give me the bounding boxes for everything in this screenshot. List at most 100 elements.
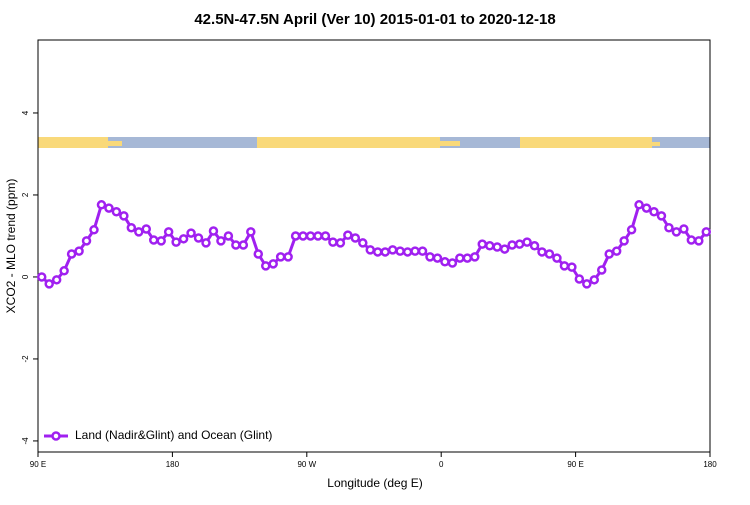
data-point [104, 203, 114, 213]
data-point [223, 231, 234, 241]
data-point [305, 231, 316, 241]
data-point [626, 225, 637, 235]
data-point [619, 236, 629, 246]
data-point [66, 249, 77, 259]
data-point [51, 275, 62, 285]
data-point [343, 230, 353, 240]
data-point [596, 265, 607, 275]
data-point [514, 239, 525, 249]
data-point [529, 241, 540, 251]
data-point [290, 231, 301, 241]
data-point [402, 247, 413, 257]
data-point [567, 262, 577, 272]
data-point [701, 227, 712, 237]
data-point [89, 225, 99, 235]
data-point [417, 246, 428, 256]
data-point [74, 246, 84, 256]
data-point [163, 227, 174, 237]
legend-marker [51, 431, 61, 441]
data-point [440, 257, 450, 267]
data-point [477, 239, 488, 249]
data-point [134, 227, 144, 237]
data-point [231, 240, 241, 250]
data-point [507, 240, 517, 250]
data-point [574, 274, 585, 284]
data-point [335, 238, 346, 248]
data-point [253, 249, 264, 259]
data-point [298, 231, 308, 241]
data-point [395, 246, 405, 256]
land-band [257, 137, 440, 148]
data-point [559, 261, 570, 271]
land-band [38, 137, 108, 148]
data-point [171, 237, 181, 247]
data-point [36, 272, 47, 282]
data-point [425, 252, 435, 262]
data-point [410, 246, 420, 256]
data-point [313, 231, 323, 241]
land-band [440, 141, 460, 146]
legend: Land (Nadir&Glint) and Ocean (Glint) [44, 428, 272, 442]
data-point [537, 247, 547, 257]
data-point [455, 253, 465, 263]
data-point [634, 200, 644, 210]
data-point [671, 227, 682, 237]
legend-label: Land (Nadir&Glint) and Ocean (Glint) [75, 428, 272, 442]
data-point [216, 236, 226, 246]
y-tick-label: -4 [21, 437, 30, 445]
data-point [148, 235, 159, 245]
data-point [641, 203, 652, 213]
land-ocean-band [38, 137, 710, 148]
data-point [679, 224, 689, 234]
land-band [652, 142, 660, 146]
data-point [350, 233, 361, 243]
data-point [260, 261, 271, 271]
data-point [275, 252, 286, 262]
x-axis-label: Longitude (deg E) [327, 476, 422, 490]
data-point [492, 242, 502, 252]
y-tick-label: 4 [21, 110, 30, 115]
x-tick-label: 0 [439, 460, 444, 469]
land-band [108, 141, 122, 146]
data-point [611, 246, 622, 256]
data-point [268, 259, 278, 269]
x-tick-label: 90 E [567, 460, 583, 469]
y-tick-label: 0 [21, 274, 30, 279]
data-point [462, 253, 473, 263]
data-point [320, 231, 331, 241]
data-point [201, 238, 211, 248]
data-point [649, 207, 659, 217]
land-band [520, 137, 652, 148]
data-point [552, 253, 562, 263]
y-tick-label: -2 [21, 355, 30, 363]
data-point [156, 236, 166, 246]
data-point [484, 241, 495, 251]
chart-title: 42.5N-47.5N April (Ver 10) 2015-01-01 to… [194, 11, 555, 28]
x-tick-label: 180 [166, 460, 180, 469]
x-tick-label: 90 E [30, 460, 46, 469]
data-point [387, 245, 398, 255]
data-point [238, 240, 249, 250]
data-point [372, 247, 383, 257]
data-point [141, 224, 152, 234]
series-line [40, 203, 708, 286]
data-point [604, 249, 614, 259]
data-point [193, 233, 204, 243]
data-point [432, 253, 443, 263]
data-point [447, 258, 458, 268]
data-point [522, 237, 532, 247]
data-point [178, 234, 189, 244]
data-point [358, 238, 368, 248]
data-point [283, 252, 293, 262]
data-point [582, 279, 592, 289]
data-point [208, 226, 219, 236]
data-point [589, 275, 600, 285]
data-point [246, 227, 256, 237]
data-point [470, 252, 480, 262]
data-point [81, 236, 92, 246]
data-point [126, 223, 137, 233]
data-point [686, 235, 697, 245]
y-tick-label: 2 [21, 192, 30, 197]
data-point [328, 237, 338, 247]
